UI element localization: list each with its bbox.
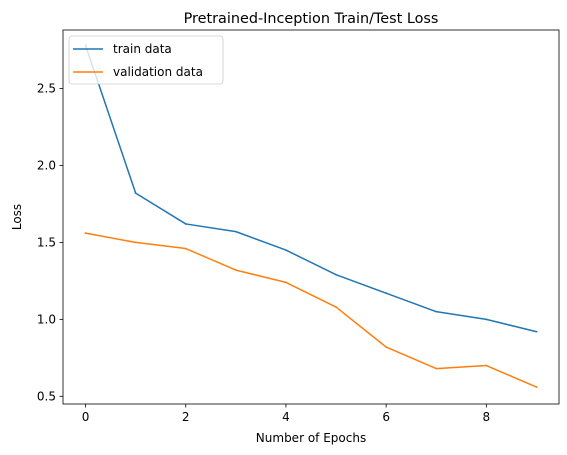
plot-area [63,30,559,404]
y-axis-label: Loss [10,204,24,230]
chart-title: Pretrained-Inception Train/Test Loss [184,11,439,27]
series-layer [84,44,538,389]
legend-box [68,35,224,85]
series-line-0 [84,44,538,333]
legend: train data validation data [68,35,224,85]
data-point [285,281,287,284]
data-point [535,330,538,333]
data-point [485,318,488,321]
y-tick-label: 0.5 [37,389,56,403]
x-tick-label: 4 [282,410,290,424]
y-axis-ticks: 0.5 1.0 1.5 2.0 2.5 [37,81,63,403]
data-point [385,346,388,348]
data-point [435,310,438,313]
legend-label-validation: validation data [113,65,203,79]
x-tick-label: 0 [82,410,90,424]
x-axis-label: Number of Epochs [256,431,366,445]
data-point [184,223,187,225]
x-tick-label: 2 [182,410,190,424]
series-line-1 [84,232,538,389]
data-point [335,273,337,276]
x-axis-ticks: 0 2 4 6 8 [82,404,490,424]
y-tick-label: 2.5 [37,81,56,95]
data-point [234,269,237,271]
data-point [134,192,137,195]
data-point [535,386,538,388]
x-tick-label: 6 [382,410,390,424]
data-point [435,367,438,370]
data-point [84,232,87,235]
y-tick-label: 1.5 [37,235,56,249]
data-point [485,364,488,367]
data-point [234,230,237,233]
data-point [335,306,337,308]
y-tick-label: 2.0 [37,158,56,172]
data-point [184,247,187,250]
data-point [285,249,287,251]
y-tick-label: 1.0 [37,312,56,326]
legend-label-train: train data [113,42,172,56]
data-point [385,292,388,295]
data-point [134,241,137,244]
plot-frame [62,29,560,405]
x-tick-label: 8 [483,410,491,424]
